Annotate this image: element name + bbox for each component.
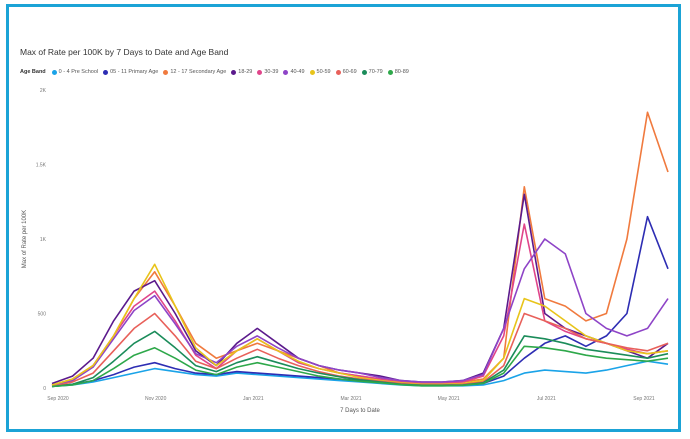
legend-item[interactable]: 70-79 [361, 69, 383, 75]
legend-swatch [283, 69, 289, 75]
legend-item[interactable]: 0 - 4 Pre School [51, 69, 99, 75]
x-tick-label: Nov 2020 [145, 396, 167, 402]
legend-swatch [335, 69, 341, 75]
legend-label: 05 - 11 Primary Age [110, 69, 159, 75]
legend-label: 40-49 [290, 69, 305, 75]
legend-swatch [387, 69, 393, 75]
legend-item[interactable]: 50-59 [309, 69, 331, 75]
series-line[interactable] [51, 345, 669, 388]
legend-label: 50-59 [316, 69, 331, 75]
legend-label: 18-29 [238, 69, 253, 75]
legend-swatch [361, 69, 367, 75]
legend-label: 30-39 [264, 69, 279, 75]
legend-title: Age Band [20, 69, 46, 75]
legend-label: 60-69 [342, 69, 357, 75]
chart-title: Max of Rate per 100K by 7 Days to Date a… [20, 47, 229, 57]
series-line[interactable] [51, 111, 669, 386]
legend-swatch [163, 69, 169, 75]
legend-item[interactable]: 80-89 [387, 69, 409, 75]
legend-swatch [51, 69, 57, 75]
legend-label: 70-79 [368, 69, 383, 75]
legend-swatch [231, 69, 237, 75]
x-tick-label: Sep 2021 [633, 396, 655, 402]
legend-items: 0 - 4 Pre School 05 - 11 Primary Age 12 - … [51, 69, 414, 75]
y-tick-label: 2K [40, 88, 47, 94]
legend-swatch [257, 69, 263, 75]
x-tick-label: Mar 2021 [340, 396, 361, 402]
y-axis-label: Max of Rate per 100K [22, 210, 28, 268]
x-tick-label: Jul 2021 [537, 396, 556, 402]
legend-swatch [103, 69, 109, 75]
chart-card [6, 4, 681, 432]
y-tick-label: 1.5K [36, 163, 47, 169]
series-line[interactable] [51, 223, 669, 386]
x-axis-label: 7 Days to Date [340, 408, 380, 414]
legend-label: 0 - 4 Pre School [58, 69, 99, 75]
x-tick-label: May 2021 [438, 396, 460, 402]
y-tick-label: 1K [40, 237, 47, 243]
series-line[interactable] [51, 193, 669, 385]
series-line[interactable] [51, 263, 669, 386]
legend-item[interactable]: 12 - 17 Secondary Age [163, 69, 226, 75]
legend-item[interactable]: 30-39 [257, 69, 278, 75]
y-tick-label: 500 [38, 312, 47, 318]
chart-legend: Age Band 0 - 4 Pre School 05 - 11 Primary… [20, 69, 414, 75]
series-line[interactable] [51, 238, 669, 386]
legend-label: 12 - 17 Secondary Age [170, 69, 227, 75]
legend-item[interactable]: 18-29 [231, 69, 252, 75]
legend-label: 80-89 [394, 69, 409, 75]
series-line[interactable] [51, 330, 669, 388]
series-line[interactable] [51, 215, 669, 388]
x-tick-label: Jan 2021 [243, 396, 264, 402]
legend-item[interactable]: 05 - 11 Primary Age [103, 69, 158, 75]
y-tick-label: 0 [43, 386, 46, 392]
x-tick-label: Sep 2020 [47, 396, 69, 402]
legend-item[interactable]: 40-49 [283, 69, 305, 75]
legend-swatch [309, 69, 315, 75]
legend-item[interactable]: 60-69 [335, 69, 357, 75]
